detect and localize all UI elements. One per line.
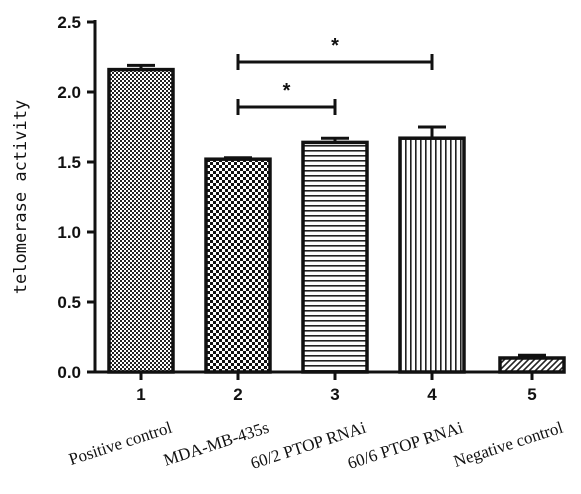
bar-3 bbox=[301, 140, 369, 374]
x-tick-label: 3 bbox=[330, 385, 339, 404]
y-tick-label: 1.5 bbox=[57, 153, 81, 172]
bar-5 bbox=[498, 356, 566, 374]
y-tick-label: 1.0 bbox=[57, 223, 81, 242]
category-name: Positive control bbox=[66, 418, 174, 469]
significance-markers: ** bbox=[236, 35, 434, 115]
bar-1 bbox=[107, 67, 175, 374]
category-name: Negative control bbox=[451, 418, 565, 471]
x-tick-label: 1 bbox=[136, 385, 145, 404]
y-axis-label: telomerase activity bbox=[11, 100, 31, 294]
y-tick-label: 2.5 bbox=[57, 13, 81, 32]
bar-2 bbox=[204, 157, 272, 374]
significance-label: * bbox=[283, 80, 291, 102]
y-tick-label: 2.0 bbox=[57, 83, 81, 102]
y-tick-label: 0.5 bbox=[57, 293, 81, 312]
y-tick-label: 0.0 bbox=[57, 363, 81, 382]
x-tick-label: 5 bbox=[527, 385, 536, 404]
x-tick-label: 2 bbox=[233, 385, 242, 404]
significance-label: * bbox=[331, 35, 339, 57]
bar-4 bbox=[398, 136, 466, 374]
bars bbox=[107, 63, 566, 374]
x-tick-label: 4 bbox=[427, 385, 437, 404]
